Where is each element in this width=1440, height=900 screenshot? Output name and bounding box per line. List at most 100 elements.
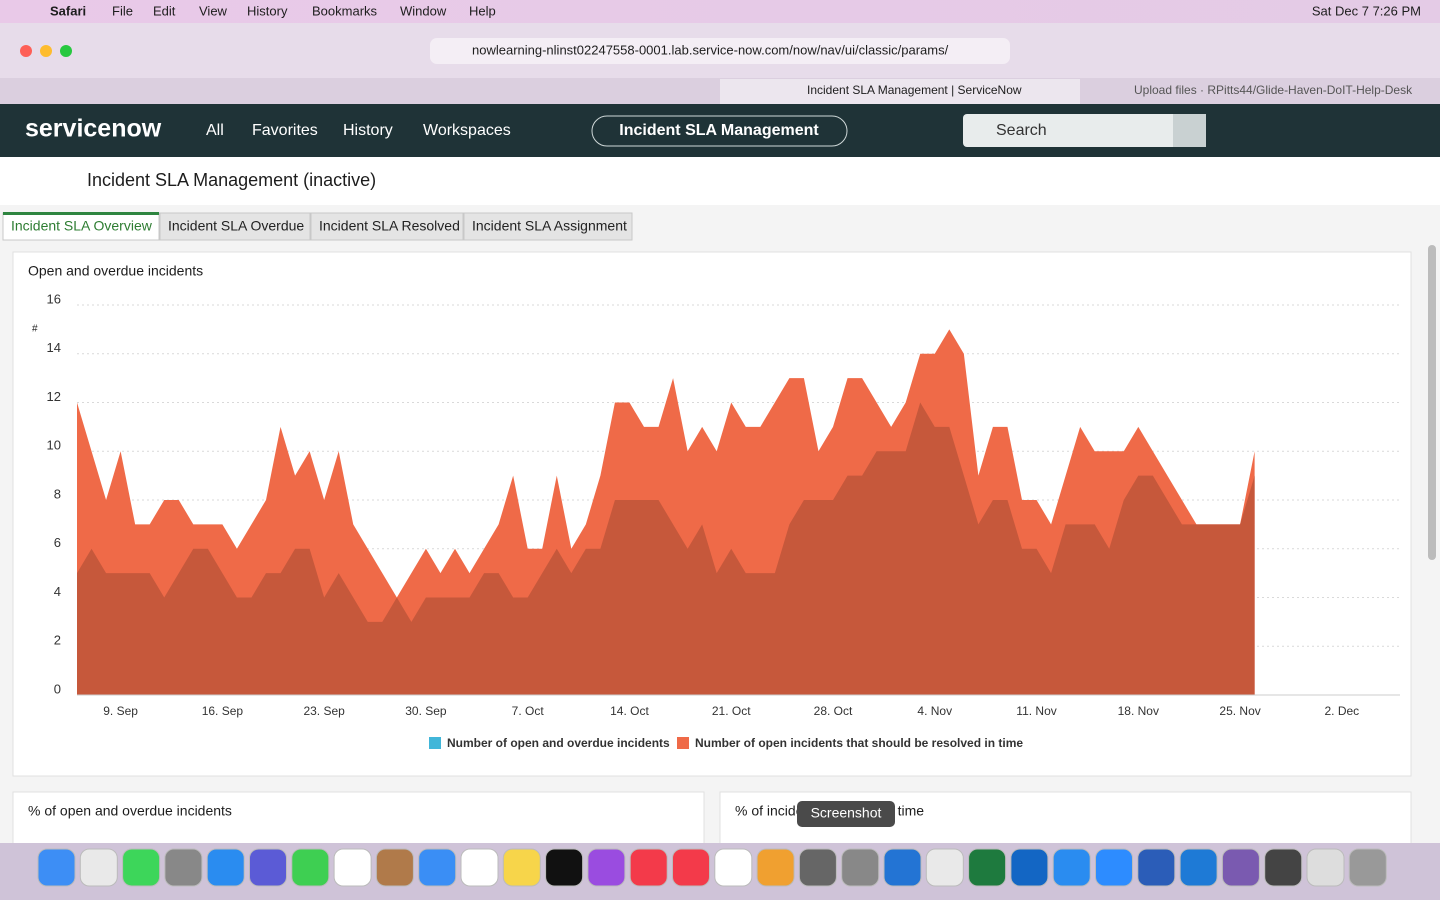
x-tick-label: 2. Dec	[1325, 704, 1360, 718]
x-tick-label: 16. Sep	[202, 704, 244, 718]
y-tick-label: 10	[47, 438, 61, 453]
page-tab[interactable]	[159, 212, 311, 241]
dock-icon[interactable]	[925, 848, 964, 887]
page-tab[interactable]	[463, 212, 633, 241]
active-indicator	[3, 212, 159, 215]
dock-icon[interactable]	[37, 848, 76, 887]
page-tab-label[interactable]: Incident SLA Overview	[11, 218, 153, 234]
dock-icon[interactable]	[672, 848, 710, 887]
nav-item[interactable]: All	[206, 122, 224, 139]
dock-icon[interactable]	[418, 848, 457, 887]
y-tick-label: 4	[54, 584, 61, 599]
scrollbar[interactable]	[1428, 245, 1436, 560]
dock-icon[interactable]	[375, 848, 414, 887]
dock-icons	[37, 848, 1387, 887]
search-box[interactable]	[963, 114, 1206, 147]
menu-item[interactable]: Help	[469, 3, 496, 18]
dock-icon[interactable]	[714, 848, 753, 887]
x-tick-label: 14. Oct	[610, 704, 649, 718]
url[interactable]: nowlearning-nlinst02247558-0001.lab.serv…	[472, 42, 949, 57]
dock-icon[interactable]	[460, 848, 499, 887]
dock-icon[interactable]	[1348, 848, 1387, 887]
x-tick-label: 25. Nov	[1219, 704, 1260, 718]
dock-icon[interactable]	[1179, 848, 1218, 887]
x-tick-label: 18. Nov	[1118, 704, 1159, 718]
dock-icon[interactable]	[1306, 848, 1345, 887]
dock-icon[interactable]	[545, 848, 584, 887]
y-tick-label: 2	[54, 633, 61, 648]
logo[interactable]: servicenow	[25, 115, 162, 143]
legend-label[interactable]: Number of open and overdue incidents	[447, 736, 670, 750]
search-placeholder[interactable]: Search	[996, 122, 1047, 139]
y-axis-label: #	[32, 324, 38, 335]
chart-title: Open and overdue incidents	[28, 263, 203, 279]
legend-label[interactable]: Number of open incidents that should be …	[695, 736, 1023, 750]
menu-item[interactable]: File	[112, 3, 133, 18]
menu-item[interactable]: History	[247, 3, 288, 18]
close[interactable]	[20, 45, 32, 57]
card	[12, 791, 705, 853]
dock-icon[interactable]	[629, 848, 668, 887]
dock-icon[interactable]	[502, 848, 541, 887]
x-tick-label: 4. Nov	[917, 704, 952, 718]
zoom[interactable]	[60, 45, 72, 57]
address-bar[interactable]	[430, 38, 1010, 64]
area	[77, 402, 1255, 695]
nav-item[interactable]: Favorites	[252, 122, 318, 139]
y-tick-label: 6	[54, 535, 61, 550]
page-tab-label[interactable]: Incident SLA Resolved	[319, 218, 460, 234]
x-tick-label: 23. Sep	[303, 704, 345, 718]
overlap-shade	[77, 402, 1255, 695]
dock-icon[interactable]	[164, 848, 203, 887]
legend-swatch[interactable]	[429, 737, 441, 749]
page-tab-label[interactable]: Incident SLA Overdue	[168, 218, 304, 234]
x-tick-label: 21. Oct	[712, 704, 751, 718]
dock-icon[interactable]	[1052, 848, 1091, 887]
tooltip-text: Screenshot	[811, 805, 882, 821]
menu-item[interactable]: Window	[400, 3, 447, 18]
menu-item[interactable]: Bookmarks	[312, 3, 378, 18]
minimize[interactable]	[40, 45, 52, 57]
dock-icon[interactable]	[756, 848, 795, 887]
dock-icon[interactable]	[841, 848, 880, 887]
menu-item[interactable]: Edit	[153, 3, 176, 18]
tab-title[interactable]: Incident SLA Management | ServiceNow	[807, 83, 1022, 97]
page-tab[interactable]	[310, 212, 464, 241]
dock-icon[interactable]	[122, 848, 161, 887]
dock-icon[interactable]	[587, 848, 626, 887]
menu-bar	[0, 0, 1440, 23]
dock-icon[interactable]	[798, 848, 837, 887]
dock-icon[interactable]	[1264, 848, 1303, 887]
context[interactable]: Incident SLA Management	[619, 122, 819, 139]
page-tab-label[interactable]: Incident SLA Assignment	[472, 218, 627, 234]
page-title[interactable]: Incident SLA Management (inactive)	[87, 170, 376, 190]
active-tab[interactable]	[720, 79, 1080, 104]
dock-icon[interactable]	[206, 848, 245, 887]
dock-icon[interactable]	[883, 848, 922, 887]
context-pill[interactable]	[591, 115, 848, 147]
dock-icon[interactable]	[1221, 848, 1260, 887]
dock-icon[interactable]	[79, 848, 118, 887]
dock-icon[interactable]	[968, 848, 1007, 887]
y-tick-label: 14	[47, 340, 61, 355]
nav-item[interactable]: Workspaces	[423, 122, 511, 139]
tab-title[interactable]: Upload files · RPitts44/Glide-Haven-DoIT…	[1134, 83, 1413, 97]
dock-icon[interactable]	[1010, 848, 1049, 887]
dock-icon[interactable]	[249, 848, 287, 887]
x-tick-label: 9. Sep	[103, 704, 138, 718]
clock: Sat Dec 7 7:26 PM	[1312, 3, 1421, 18]
search-dropdown[interactable]	[1173, 114, 1206, 147]
nav-item[interactable]: History	[343, 122, 393, 139]
legend-swatch[interactable]	[677, 737, 689, 749]
dock-icon[interactable]	[333, 848, 372, 887]
x-tick-label: 30. Sep	[405, 704, 447, 718]
y-tick-label: 8	[54, 486, 61, 501]
dock-icon[interactable]	[1095, 848, 1133, 887]
card-title: % of open and overdue incidents	[28, 803, 232, 819]
dock-icon[interactable]	[291, 848, 330, 887]
dock-icon[interactable]	[1137, 848, 1176, 887]
menu-item[interactable]: View	[199, 3, 228, 18]
tooltip	[797, 801, 895, 827]
